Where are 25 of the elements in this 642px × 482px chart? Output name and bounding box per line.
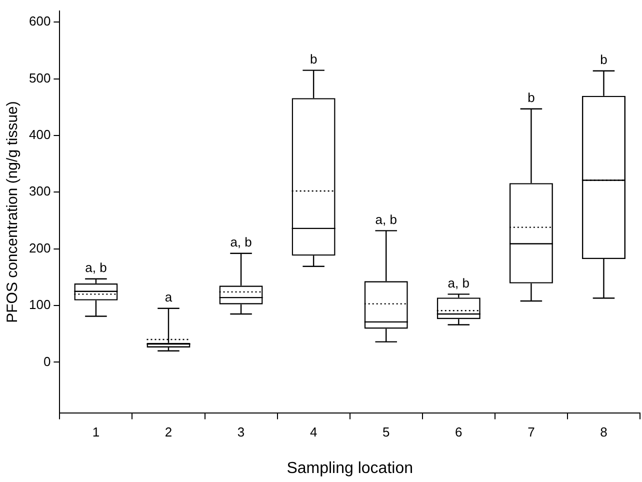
- x-tick-label: 4: [310, 424, 318, 440]
- x-tick-label: 6: [455, 424, 462, 440]
- annotation: a: [164, 289, 173, 304]
- x-tick-label: 1: [92, 424, 100, 440]
- x-tick-label: 8: [600, 424, 608, 440]
- x-tick-label: 3: [237, 424, 245, 440]
- annotation: b: [310, 51, 318, 66]
- annotation: a, b: [85, 260, 107, 275]
- y-tick-label: 600: [28, 14, 51, 29]
- x-tick-label: 5: [382, 424, 390, 440]
- annotation: a, b: [230, 234, 252, 250]
- y-tick-label: 300: [28, 184, 51, 199]
- y-tick-label: 200: [28, 240, 51, 256]
- annotation: a, b: [448, 275, 470, 290]
- annotation: b: [528, 90, 535, 105]
- annotation: a, b: [375, 212, 397, 227]
- y-tick-label: 500: [28, 70, 51, 86]
- y-axis-title: PFOS concentration (ng/g tissue): [4, 101, 22, 323]
- x-axis-title: Sampling location: [286, 460, 413, 477]
- x-tick-label: 2: [164, 424, 172, 440]
- x-tick-label: 7: [528, 424, 535, 440]
- y-tick-label: 100: [28, 297, 51, 312]
- annotation: b: [600, 52, 608, 67]
- y-tick-label: 400: [28, 127, 51, 142]
- y-tick-label: 0: [43, 354, 51, 369]
